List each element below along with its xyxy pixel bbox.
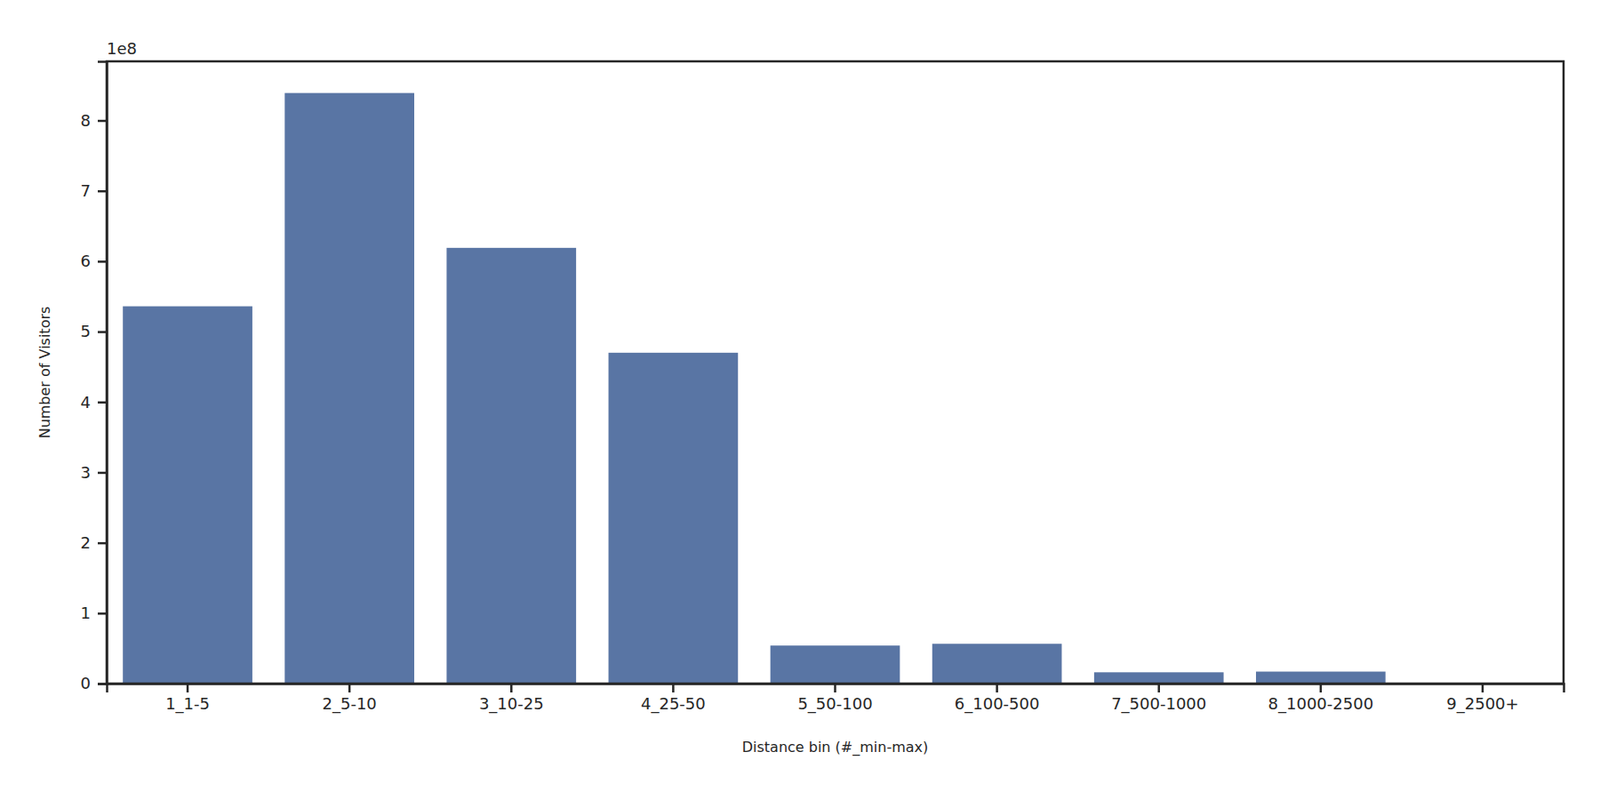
y-offset-text: 1e8 <box>106 39 137 58</box>
y-tick-label: 6 <box>80 251 91 271</box>
y-tick-label: 0 <box>80 673 91 693</box>
x-tick-mark <box>1157 683 1160 693</box>
y-tick-label: 8 <box>80 111 91 130</box>
plot: 1_1-5 2_5-10 3_10-25 4_25-50 5_50-100 6_100-5… <box>80 61 1565 714</box>
x-tick-mark <box>995 683 999 693</box>
y-axis-label: Number of Visitors <box>36 306 54 440</box>
y-tick: 0 <box>80 673 107 693</box>
y-tick-mark <box>97 401 107 405</box>
bar <box>932 643 1063 684</box>
y-axis-line <box>97 62 108 685</box>
y-tick-mark <box>97 542 107 545</box>
x-tick-mark <box>1320 683 1323 693</box>
bar <box>122 306 253 684</box>
bar <box>446 248 576 684</box>
x-tick-label: 3_10-25 <box>479 694 544 714</box>
x-axis-line <box>107 684 1565 694</box>
x-tick-label: 7_500-1000 <box>1111 694 1207 714</box>
x-tick-label: 5_50-100 <box>797 694 872 714</box>
x-tick-mark <box>833 683 837 693</box>
y-tick: 8 <box>80 111 107 130</box>
y-tick: 6 <box>80 251 107 271</box>
x-axis: 1_1-5 2_5-10 3_10-25 4_25-50 5_50-100 6_100-5… <box>107 683 1565 714</box>
y-tick: 3 <box>80 463 107 482</box>
y-tick-label: 1 <box>80 603 91 623</box>
y-tick-label: 7 <box>80 181 91 200</box>
x-tick-label: 6_100-500 <box>954 694 1040 714</box>
y-tick: 7 <box>80 181 107 200</box>
x-tick-label: 9_2500+ <box>1446 694 1519 714</box>
x-tick: 7_500-1000 <box>1111 683 1207 714</box>
y-tick-label: 4 <box>80 392 91 412</box>
bar <box>1256 672 1386 684</box>
y-tick: 4 <box>80 392 107 412</box>
y-tick-mark <box>97 120 107 123</box>
y-tick-mark <box>97 682 107 686</box>
x-tick: 6_100-500 <box>954 683 1040 714</box>
x-tick-label: 1_1-5 <box>165 694 210 714</box>
y-tick: 5 <box>80 321 107 341</box>
x-tick-mark <box>348 683 352 693</box>
y-tick-mark <box>97 260 107 264</box>
x-axis-label: Distance bin (#_min-max) <box>742 738 929 757</box>
bar <box>1094 672 1224 684</box>
y-axis: 0 1 2 3 4 5 6 7 8 <box>80 62 108 694</box>
y-tick-mark <box>97 472 107 475</box>
y-tick-label: 5 <box>80 321 91 341</box>
x-tick-label: 4_25-50 <box>640 694 706 714</box>
y-tick: 2 <box>80 533 107 552</box>
bar <box>770 645 901 684</box>
y-tick-mark <box>97 612 107 616</box>
y-tick-mark <box>97 330 107 334</box>
x-tick: 8_1000-2500 <box>1268 683 1375 714</box>
x-tick-mark <box>510 683 513 693</box>
x-tick-mark <box>672 683 675 693</box>
y-tick-label: 3 <box>80 463 91 482</box>
x-tick-label: 2_5-10 <box>322 694 377 714</box>
x-tick: 5_50-100 <box>797 683 872 714</box>
x-tick: 4_25-50 <box>640 683 706 714</box>
y-tick: 1 <box>80 603 107 623</box>
x-tick: 1_1-5 <box>165 683 210 714</box>
bars <box>122 93 1548 684</box>
bar <box>284 93 415 684</box>
y-tick-label: 2 <box>80 533 91 552</box>
x-tick: 2_5-10 <box>322 683 377 714</box>
x-tick-mark <box>1481 683 1485 693</box>
x-tick-mark <box>186 683 190 693</box>
chart: 1_1-5 2_5-10 3_10-25 4_25-50 5_50-100 6_100-5… <box>0 0 1600 800</box>
y-tick-mark <box>97 190 107 193</box>
x-tick: 9_2500+ <box>1446 683 1519 714</box>
x-tick-label: 8_1000-2500 <box>1268 694 1375 714</box>
x-tick: 3_10-25 <box>479 683 544 714</box>
frame <box>106 61 1564 684</box>
bar <box>608 352 739 684</box>
